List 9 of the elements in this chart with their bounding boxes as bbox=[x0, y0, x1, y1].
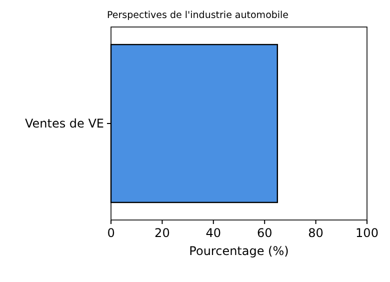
x-tick-label: 100 bbox=[356, 226, 378, 240]
x-tick-label: 80 bbox=[308, 226, 324, 240]
x-tick-label: 60 bbox=[256, 226, 272, 240]
x-tick-label: 40 bbox=[206, 226, 222, 240]
x-axis-title: Pourcentage (%) bbox=[189, 244, 289, 258]
chart-title: Perspectives de l'industrie automobile bbox=[107, 10, 289, 21]
x-tick-label: 0 bbox=[107, 226, 115, 240]
y-tick-label: Ventes de VE bbox=[24, 116, 104, 131]
x-tick-label: 20 bbox=[154, 226, 170, 240]
